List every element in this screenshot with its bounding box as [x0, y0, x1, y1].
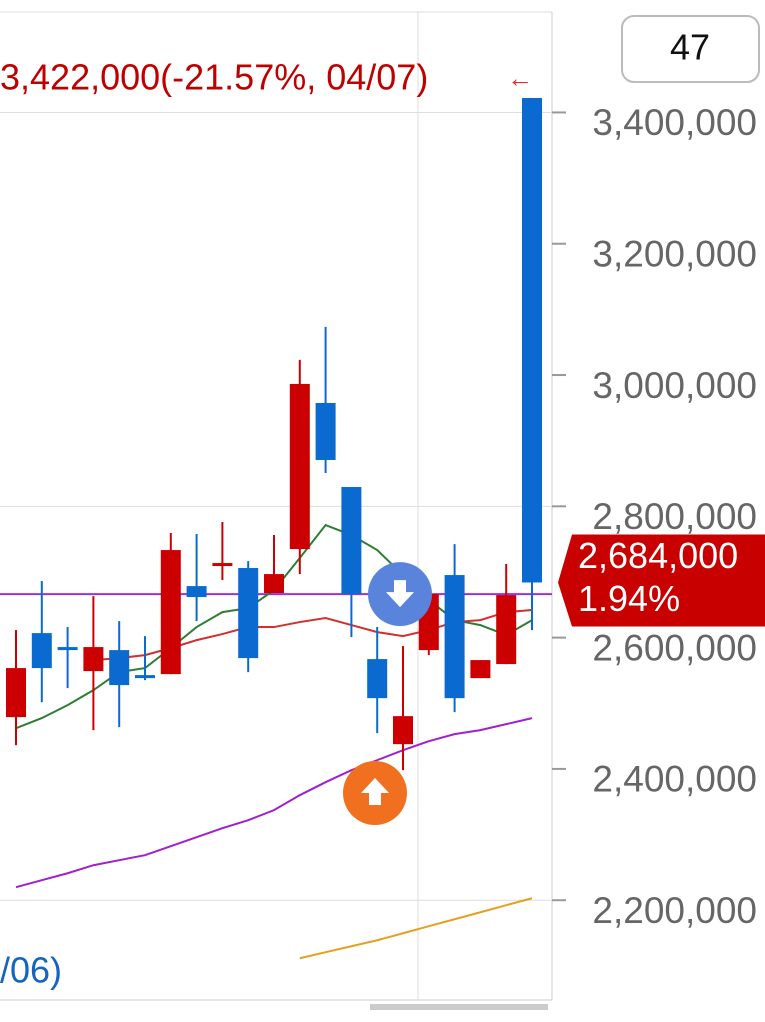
sell-signal-button[interactable] — [368, 562, 432, 627]
buy-signal-button[interactable] — [343, 761, 407, 825]
candle-body — [186, 586, 207, 598]
candle-body — [289, 383, 310, 550]
candle-body — [522, 97, 542, 583]
y-tick-label: 2,400,000 — [592, 759, 757, 800]
candle-body — [135, 675, 155, 679]
candle-body — [6, 668, 26, 718]
date-label: /06) — [0, 950, 62, 991]
candle-body — [315, 402, 336, 460]
plot-area — [0, 97, 552, 960]
candle-body — [160, 550, 181, 675]
y-tick-label: 2,200,000 — [592, 890, 757, 931]
price-tag-label: 2,684,000 — [578, 535, 738, 576]
candle-body — [470, 660, 491, 679]
y-tick-label: 2,800,000 — [592, 496, 757, 537]
price-tag-change: 1.94% — [578, 578, 680, 619]
candle-body — [444, 575, 465, 699]
y-tick-label: 2,600,000 — [592, 627, 757, 668]
y-tick-label: 3,000,000 — [592, 365, 757, 406]
moving-average — [299, 897, 533, 960]
moving-average — [93, 609, 533, 662]
candle-body — [393, 716, 413, 745]
moving-average — [15, 717, 533, 889]
candle-body — [367, 659, 388, 699]
candle-body — [341, 487, 362, 595]
y-tick-label: 3,400,000 — [592, 102, 757, 143]
candle-body — [496, 595, 517, 665]
candle-body — [31, 633, 52, 669]
y-tick-label: 3,200,000 — [592, 234, 757, 275]
sell-signal-arrow — [386, 580, 414, 608]
scrollbar — [370, 1004, 548, 1010]
high-arrow: ← — [507, 63, 533, 93]
high-annotation: 3,422,000(-21.57%, 04/07) — [0, 57, 428, 98]
counter-text[interactable]: 47 — [670, 27, 710, 68]
candle-body — [238, 568, 259, 659]
candle-body — [109, 650, 130, 686]
candle-body — [83, 647, 104, 672]
candle-body — [57, 647, 78, 651]
candle-body — [212, 563, 233, 567]
price-tag-box — [558, 534, 765, 627]
counter-box[interactable] — [621, 15, 760, 83]
counter-button[interactable]: 47 — [621, 15, 760, 83]
candle-body — [264, 574, 284, 594]
buy-signal-arrow — [361, 778, 389, 805]
